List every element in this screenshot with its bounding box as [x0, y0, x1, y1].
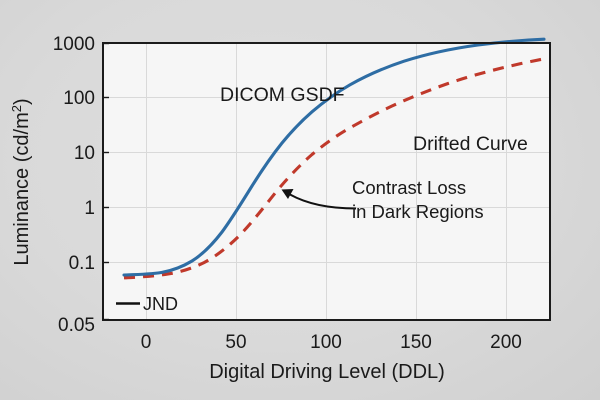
y-axis-title-superscript: 2 [9, 105, 24, 112]
plot-frame [102, 42, 551, 321]
y-tick-label-1000: 1000 [53, 34, 95, 55]
annotation-line-1: Contrast Loss [352, 177, 466, 198]
contrast-loss-annotation-text: Contrast Loss in Dark Regions [352, 177, 484, 222]
series-label-drifted-curve: Drifted Curve [413, 133, 528, 155]
series-line-dicom-gsdf [122, 37, 546, 277]
contrast-loss-annotation-arrow [281, 189, 357, 210]
y-tick-label-100: 100 [63, 88, 95, 109]
y-tick-label-0-1: 0.1 [69, 253, 95, 274]
x-axis-tick-labels: 0 50 100 150 200 [141, 332, 522, 353]
x-tick-label-0: 0 [141, 332, 152, 353]
y-axis-tick-labels: 1000 100 10 1 0.1 0.05 [53, 34, 95, 336]
y-tick-label-10: 10 [74, 143, 95, 164]
y-axis-title-close: ) [11, 98, 33, 105]
y-gridlines [103, 97, 550, 263]
x-tick-label-100: 100 [310, 332, 342, 353]
y-axis-title-main: Luminance (cd/m [11, 112, 33, 265]
y-axis-title: Luminance (cd/m2) [9, 98, 33, 265]
annotation-line-2: in Dark Regions [352, 201, 484, 222]
y-tick-label-1: 1 [84, 198, 95, 219]
legend-label-jnd: JND [143, 294, 178, 314]
series-line-drifted-curve [123, 57, 545, 280]
x-tick-label-200: 200 [490, 332, 522, 353]
x-axis-title: Digital Driving Level (DDL) [209, 361, 445, 383]
legend-jnd: JND [116, 294, 178, 314]
x-tick-label-150: 150 [400, 332, 432, 353]
x-tick-label-50: 50 [225, 332, 246, 353]
y-tick-label-0-05: 0.05 [58, 315, 95, 336]
svg-text:Luminance (cd/m2): Luminance (cd/m2) [9, 98, 33, 265]
y-tick-marks [103, 42, 109, 321]
series-label-dicom-gsdf: DICOM GSDF [220, 84, 345, 106]
